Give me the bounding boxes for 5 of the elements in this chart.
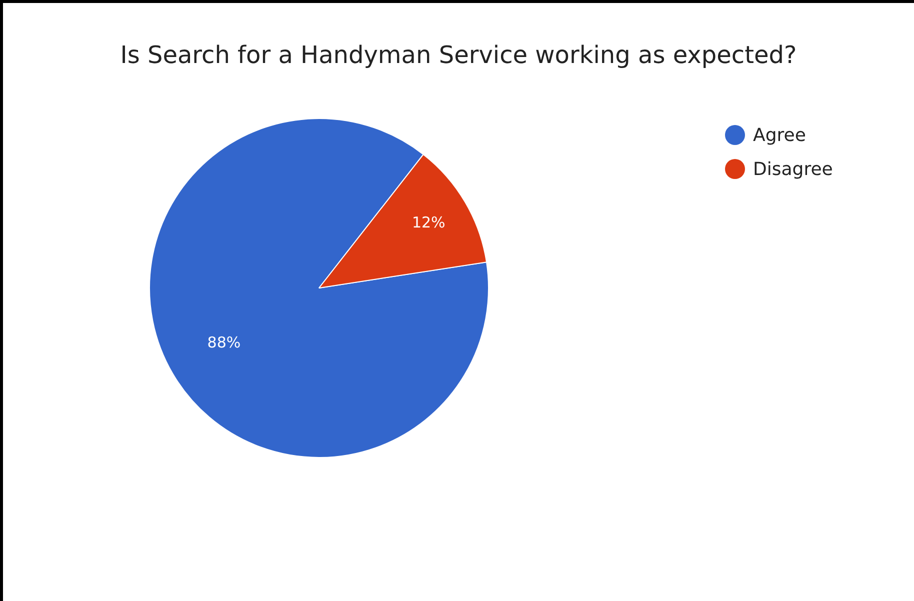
legend-label: Disagree [753, 158, 833, 180]
data-label: 88% [207, 334, 241, 352]
legend-label: Agree [753, 124, 806, 146]
data-label: 12% [412, 214, 446, 232]
chart-title: Is Search for a Handyman Service working as expected? [119, 41, 798, 69]
